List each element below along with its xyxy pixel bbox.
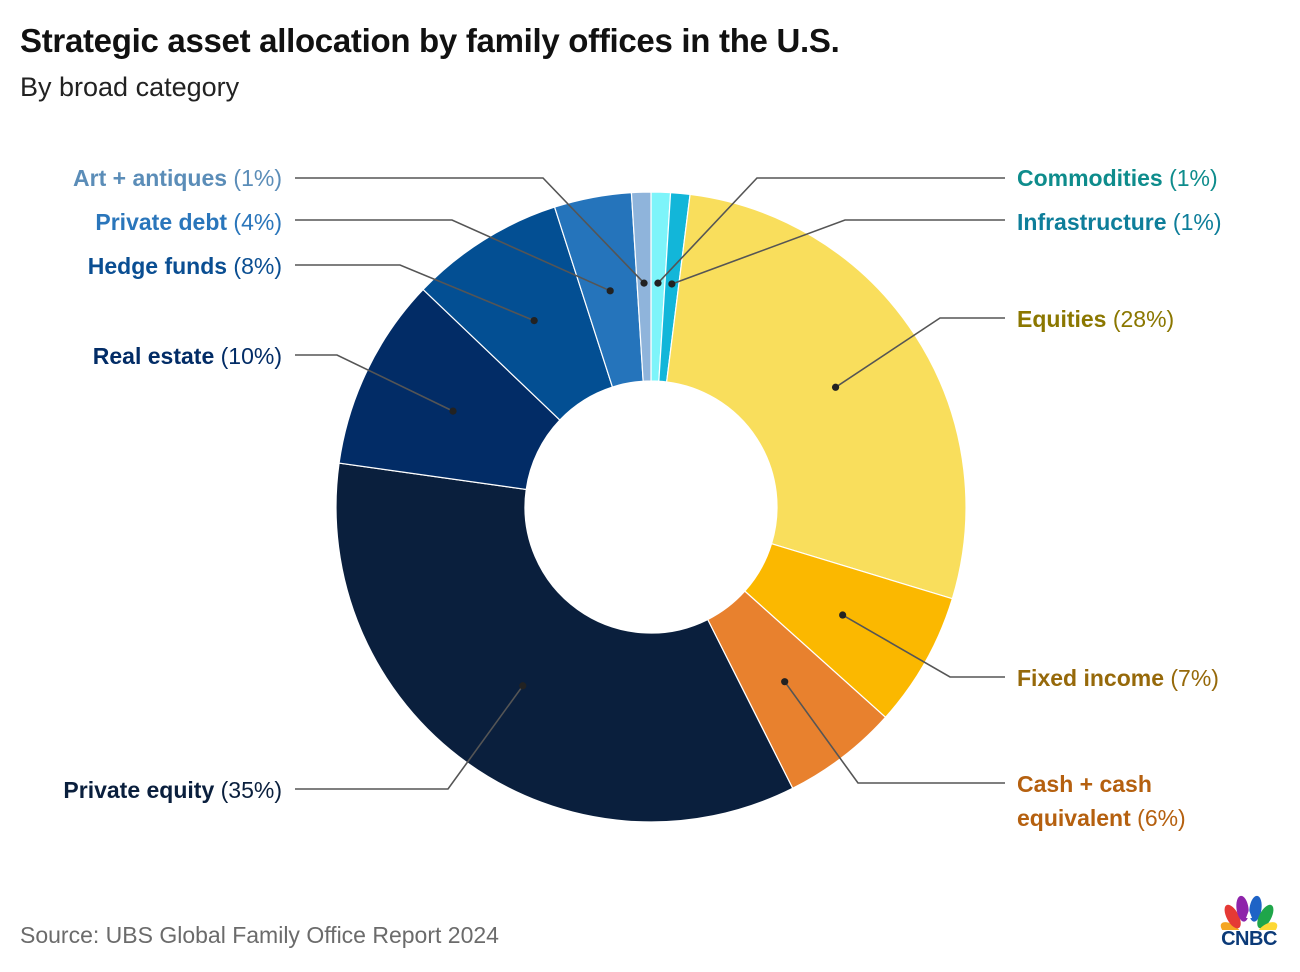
slice-equities	[665, 193, 967, 600]
label-name: Private debt	[95, 209, 227, 235]
cnbc-logo: CNBC	[1213, 888, 1285, 952]
slices-group	[335, 191, 967, 823]
peacock-icon	[1220, 895, 1278, 940]
labels-group: Commodities (1%)Infrastructure (1%)Equit…	[63, 165, 1221, 831]
label-cash-cash-equivalent: Cash + cash equivalent (6%)	[1017, 771, 1186, 831]
leader-dot-art-antiques	[640, 279, 648, 287]
leader-lines-group	[295, 177, 1005, 790]
label-private-equity: Private equity (35%)	[63, 777, 282, 803]
label-infrastructure: Infrastructure (1%)	[1017, 209, 1222, 235]
label-name: Infrastructure	[1017, 209, 1167, 235]
label-pct: (10%)	[214, 343, 282, 369]
leader-line-equities	[835, 317, 1005, 388]
label-pct: (1%)	[227, 165, 282, 191]
label-private-debt: Private debt (4%)	[95, 209, 282, 235]
logo-text: CNBC	[1221, 928, 1277, 950]
leader-line-commodities	[657, 177, 1005, 284]
label-name: Art + antiques	[73, 165, 227, 191]
label-commodities: Commodities (1%)	[1017, 165, 1218, 191]
label-fixed-income: Fixed income (7%)	[1017, 665, 1219, 691]
leader-line-real-estate	[295, 354, 454, 412]
label-art-antiques: Art + antiques (1%)	[73, 165, 282, 191]
leader-dot-real-estate	[449, 407, 457, 415]
slice-real-estate	[338, 288, 561, 491]
label-pct: (1%)	[1167, 209, 1222, 235]
label-pct: (7%)	[1164, 665, 1219, 691]
leader-dot-hedge-funds	[530, 316, 538, 325]
label-name: Hedge funds	[88, 253, 227, 279]
label-name-line: equivalent	[1017, 805, 1131, 831]
label-equities: Equities (28%)	[1017, 306, 1174, 332]
label-pct: (28%)	[1106, 306, 1174, 332]
leader-line-private-debt	[295, 219, 611, 292]
leader-line-infrastructure	[671, 219, 1005, 285]
chart-title: Strategic asset allocation by family off…	[20, 22, 840, 59]
label-name: Private equity	[63, 777, 214, 803]
leader-line-cash-cash-equivalent	[784, 681, 1005, 784]
leader-dot-commodities	[654, 279, 662, 287]
chart-subtitle: By broad category	[20, 72, 240, 102]
leader-line-private-equity	[295, 685, 524, 790]
slice-art-antiques	[630, 191, 652, 382]
leader-dot-infrastructure	[668, 280, 676, 288]
leader-line-art-antiques	[295, 177, 645, 284]
leader-dot-private-equity	[519, 682, 527, 690]
label-name-line: Cash + cash	[1017, 771, 1152, 797]
leader-dot-private-debt	[606, 287, 614, 295]
label-name: Commodities	[1017, 165, 1163, 191]
label-pct: (35%)	[214, 777, 282, 803]
leader-dot-fixed-income	[839, 611, 847, 619]
label-pct: (4%)	[227, 209, 282, 235]
leader-line-fixed-income	[842, 614, 1005, 678]
label-real-estate: Real estate (10%)	[93, 343, 282, 369]
source-note: Source: UBS Global Family Office Report …	[20, 922, 499, 948]
label-pct: (1%)	[1163, 165, 1218, 191]
leader-dot-equities	[831, 383, 840, 391]
leader-dot-cash-cash-equivalent	[781, 678, 789, 686]
label-pct: (6%)	[1131, 805, 1186, 831]
label-name: Fixed income	[1017, 665, 1164, 691]
label-hedge-funds: Hedge funds (8%)	[88, 253, 282, 279]
label-pct: (8%)	[227, 253, 282, 279]
label-name: Equities	[1017, 306, 1106, 332]
leader-line-hedge-funds	[295, 264, 535, 322]
slice-private-equity	[335, 462, 794, 823]
label-name: Real estate	[93, 343, 214, 369]
